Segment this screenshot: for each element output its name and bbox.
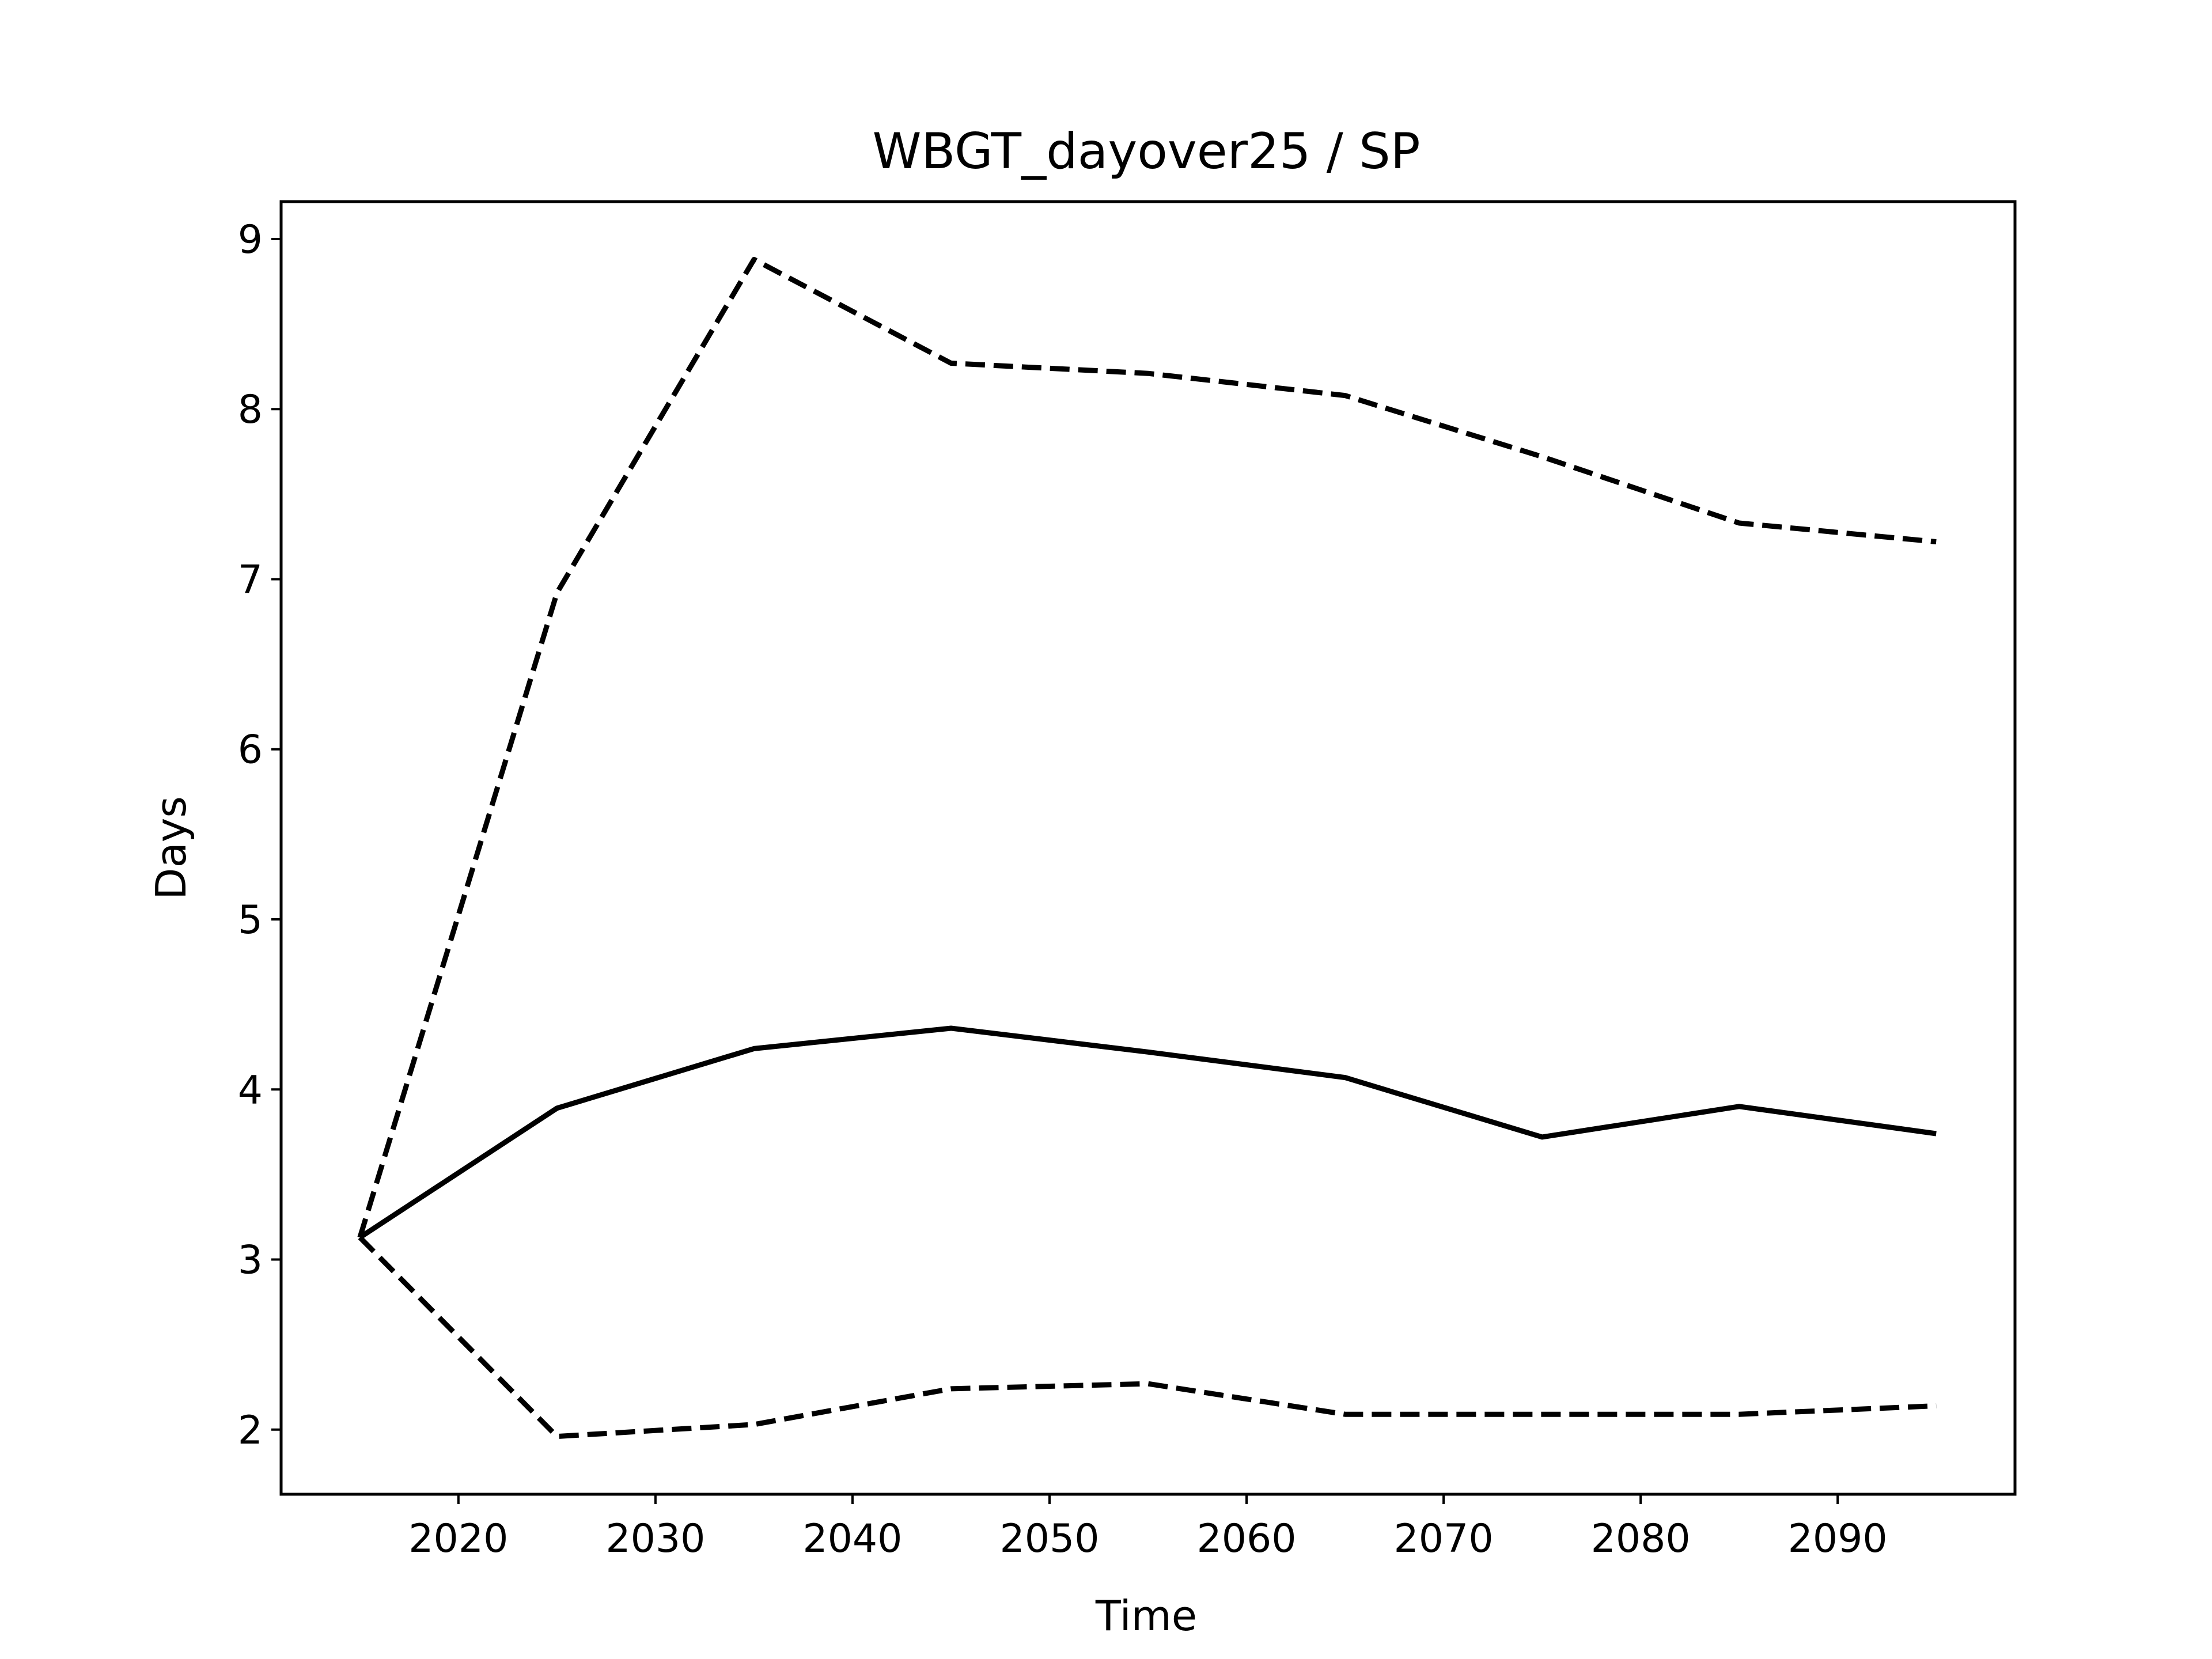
x-tick-label: 2050 xyxy=(999,1516,1099,1562)
x-tick-label: 2090 xyxy=(1788,1516,1888,1562)
y-tick-label: 7 xyxy=(238,557,263,603)
y-axis-label: Days xyxy=(147,796,195,900)
y-tick-label: 8 xyxy=(238,387,263,433)
chart-title: WBGT_dayover25 / SP xyxy=(872,123,1420,180)
y-tick-label: 5 xyxy=(238,897,263,943)
x-axis: 2020 2030 2040 2050 2060 2070 2080 2090 xyxy=(408,1494,1888,1562)
series-line-1-solid xyxy=(358,1025,1937,1240)
series-line-2-dashed xyxy=(357,256,1937,1238)
plot-frame xyxy=(279,200,2017,1496)
y-tick-label: 2 xyxy=(238,1408,263,1453)
x-tick-label: 2060 xyxy=(1196,1516,1296,1562)
x-axis-label: Time xyxy=(1095,1592,1197,1640)
y-tick-label: 6 xyxy=(238,728,263,773)
x-tick-label: 2080 xyxy=(1591,1516,1691,1562)
x-tick-label: 2030 xyxy=(605,1516,705,1562)
x-tick-label: 2070 xyxy=(1394,1516,1494,1562)
y-axis: 2 3 4 5 6 7 8 9 xyxy=(238,217,281,1453)
y-tick-label: 3 xyxy=(238,1238,263,1283)
series-line-3-dashed xyxy=(358,1236,1937,1440)
x-tick-label: 2040 xyxy=(802,1516,902,1562)
y-tick-label: 4 xyxy=(238,1067,263,1113)
x-tick-label: 2020 xyxy=(408,1516,508,1562)
y-tick-label: 9 xyxy=(238,217,263,263)
plot-lines xyxy=(357,256,1937,1440)
